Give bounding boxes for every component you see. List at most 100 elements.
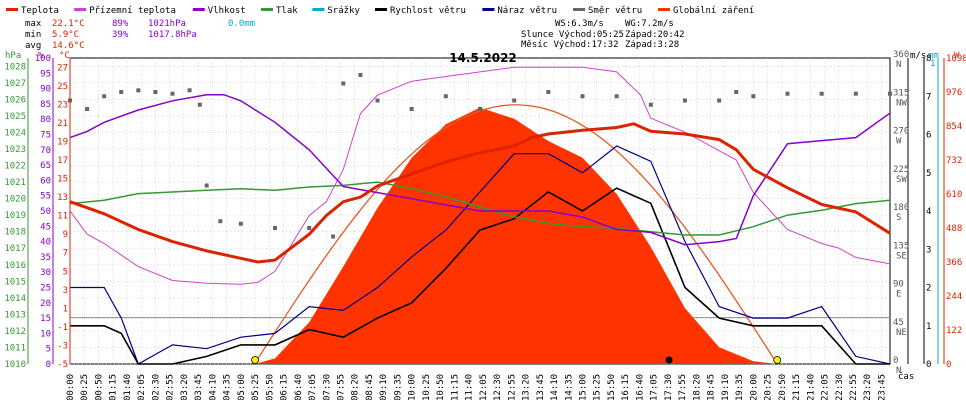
- legend-swatch: [375, 8, 387, 11]
- y-tick-temperature: 7: [63, 249, 68, 259]
- y-tick-temperature: 19: [57, 137, 68, 147]
- y-tick-wind-ms: 4: [926, 207, 931, 217]
- x-tick-label: 21:40: [806, 374, 816, 400]
- legend-item: Globální záření: [673, 6, 754, 16]
- wind-dir-point: [819, 91, 824, 96]
- x-tick-label: 18:20: [692, 374, 702, 400]
- x-tick-label: 00:25: [80, 374, 90, 400]
- y-tick-temperature: 3: [63, 286, 68, 296]
- x-tick-label: 15:50: [607, 374, 617, 400]
- unit-pct: %: [38, 51, 44, 61]
- y-tick-wind-ms: 0: [926, 360, 931, 370]
- stat-min-press: 1017.8hPa: [148, 30, 197, 40]
- stat-max-press: 1021hPa: [148, 19, 186, 29]
- y-tick-radiation: 854: [946, 122, 962, 132]
- y-tick-humidity: 40: [40, 238, 51, 248]
- y-tick-humidity: 75: [40, 131, 51, 141]
- wind-dir-point: [136, 88, 141, 93]
- y-tick-wind-dir: 135: [893, 241, 909, 251]
- y-tick-humidity: 30: [40, 268, 51, 278]
- y-tick-temperature: 5: [63, 267, 68, 277]
- radiation-clear-sky-curve: [253, 104, 777, 365]
- wind-dir-point: [197, 102, 202, 107]
- y-tick-temperature: 9: [63, 230, 68, 240]
- x-tick-label: 00:50: [94, 374, 104, 400]
- moonrise-marker: [665, 356, 673, 364]
- x-tick-label: 11:40: [465, 374, 475, 400]
- x-tick-label: 22:30: [835, 374, 845, 400]
- x-tick-label: 06:40: [294, 374, 304, 400]
- y-tick-wind-dir: 180: [893, 203, 909, 213]
- wind-dir-point: [85, 107, 90, 111]
- y-tick-pressure: 1025: [4, 112, 26, 122]
- x-tick-label: 04:10: [208, 374, 218, 400]
- y-tick-wind-dir: 360: [893, 50, 909, 60]
- wind-dir-point: [734, 90, 739, 94]
- series-p-zemn-teplota: [69, 66, 891, 285]
- info-block: WS:6.3m/s WG:7.2m/s Slunce Východ:05:25 …: [521, 19, 685, 50]
- x-tick-label: 10:00: [408, 374, 418, 400]
- series-n-raz-v-tru: [70, 145, 891, 365]
- wind-dir-point: [478, 107, 482, 111]
- stat-max-hum: 89%: [112, 19, 129, 29]
- x-tick-label: 12:05: [479, 374, 489, 400]
- y-tick-radiation: 366: [946, 258, 962, 268]
- wind-dir-point: [153, 90, 158, 94]
- wind-dir-point: [648, 102, 653, 107]
- legend-item: Teplota: [21, 6, 59, 16]
- y-tick-radiation: 122: [946, 326, 962, 336]
- wind-dir-point: [358, 73, 363, 77]
- y-tick-pressure: 1014: [4, 294, 26, 304]
- y-tick-humidity: 20: [40, 299, 51, 309]
- y-tick-temperature: 21: [57, 119, 68, 129]
- x-tick-label: 03:45: [194, 374, 204, 400]
- wind-dir-point: [204, 183, 209, 188]
- legend-swatch: [192, 8, 205, 11]
- y-tick-pressure: 1024: [4, 128, 26, 138]
- y-tick-wind-dir-name: N: [896, 366, 901, 376]
- x-tick-label: 20:25: [764, 374, 774, 400]
- y-tick-pressure: 1011: [4, 343, 26, 353]
- y-tick-pressure: 1019: [4, 211, 26, 221]
- info-sunset: Západ:20:42: [625, 30, 685, 40]
- x-tick-label: 13:20: [522, 374, 532, 400]
- x-tick-label: 19:10: [721, 374, 731, 400]
- x-tick-label: 20:50: [778, 374, 788, 400]
- y-tick-pressure: 1013: [4, 310, 26, 320]
- y-tick-radiation: 244: [946, 292, 962, 302]
- y-tick-wind-dir: 90: [893, 280, 904, 290]
- y-tick-wind-dir-name: SE: [896, 251, 907, 261]
- sunset-marker: [773, 356, 782, 364]
- x-tick-label: 02:55: [166, 374, 176, 400]
- y-tick-radiation: 732: [946, 156, 962, 166]
- x-tick-label: 02:30: [151, 374, 161, 400]
- y-tick-temperature: 23: [57, 100, 68, 110]
- y-tick-humidity: 100: [35, 54, 51, 64]
- wind-dir-point: [443, 94, 448, 99]
- y-tick-wind-ms: 2: [926, 284, 931, 294]
- y-tick-temperature: 13: [57, 193, 68, 203]
- y-tick-wind-ms: 8: [926, 54, 931, 64]
- y-tick-temperature: -1: [57, 323, 68, 333]
- y-tick-wind-dir: 0: [893, 356, 898, 366]
- legend-swatch: [658, 8, 670, 11]
- x-tick-label: 05:25: [251, 374, 261, 400]
- x-tick-label: 19:35: [735, 374, 745, 400]
- unit-cas: čas: [898, 371, 914, 382]
- y-tick-humidity: 15: [40, 314, 51, 324]
- legend-swatch: [312, 8, 325, 11]
- y-tick-wind-dir: 225: [893, 165, 909, 175]
- x-tick-label: 22:05: [821, 374, 831, 400]
- x-tick-label: 23:20: [863, 374, 873, 400]
- y-tick-wind-dir-name: NW: [896, 98, 907, 108]
- x-tick-label: 12:30: [493, 374, 503, 400]
- x-tick-label: 18:45: [707, 374, 717, 400]
- y-tick-wind-ms: 3: [926, 245, 931, 255]
- unit-ms: m/s: [910, 51, 926, 61]
- x-tick-label: 00:00: [66, 374, 76, 400]
- x-tick-label: 05:50: [265, 374, 275, 400]
- y-tick-pressure: 1023: [4, 145, 26, 155]
- legend-item: Přízemní teplota: [89, 6, 176, 16]
- legend-item: Náraz větru: [497, 6, 557, 16]
